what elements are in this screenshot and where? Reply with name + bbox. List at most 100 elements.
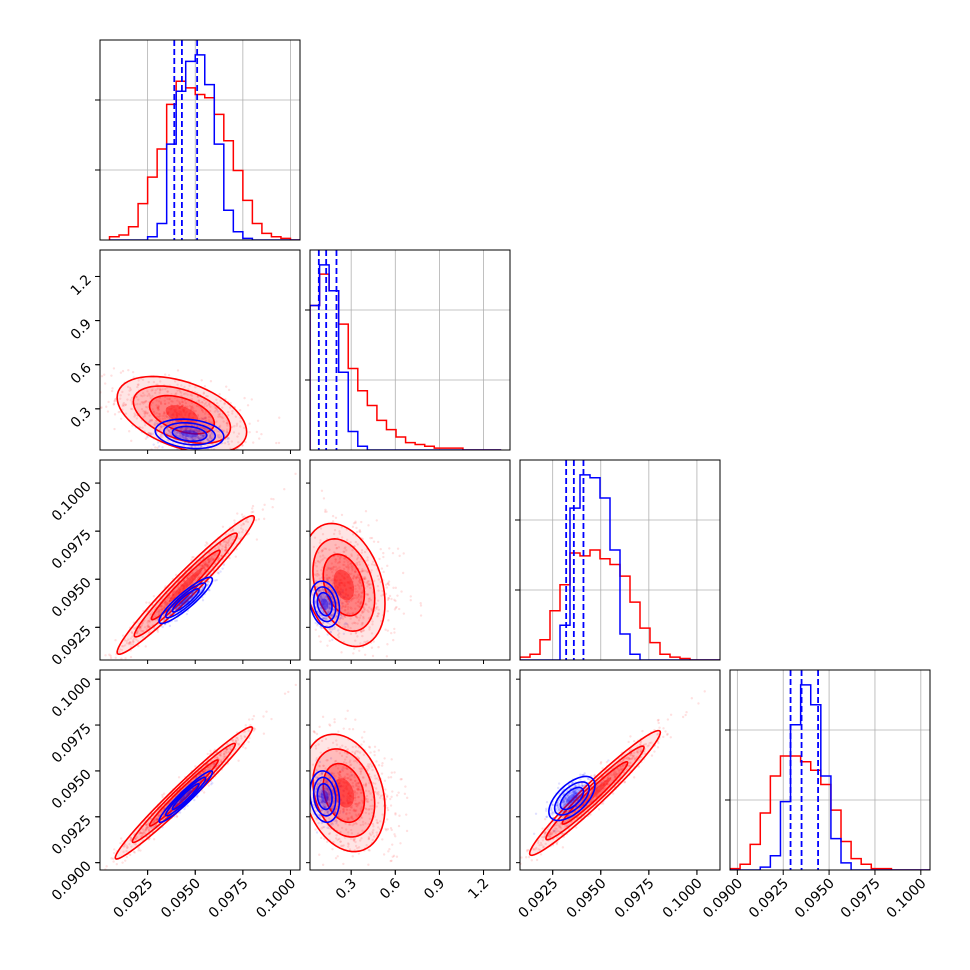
data-point [341, 514, 343, 516]
data-point [258, 437, 260, 439]
data-point [365, 510, 367, 512]
data-point [249, 724, 251, 726]
data-point [130, 656, 132, 658]
data-point [117, 663, 119, 665]
data-point [206, 753, 208, 755]
data-point [390, 758, 392, 760]
data-point [386, 795, 388, 797]
data-point [386, 655, 388, 657]
data-point [295, 684, 297, 686]
data-point [332, 515, 334, 517]
data-point [217, 572, 219, 574]
data-point [352, 728, 354, 730]
data-point [321, 490, 323, 492]
data-point [247, 741, 249, 743]
data-point [387, 828, 389, 830]
data-point [376, 519, 378, 521]
data-point [388, 848, 390, 850]
data-point [397, 791, 399, 793]
data-point [270, 718, 272, 720]
data-point [364, 654, 366, 656]
data-point [272, 498, 274, 500]
data-point [356, 531, 358, 533]
data-point [374, 746, 376, 748]
data-point [113, 428, 115, 430]
data-point [245, 724, 247, 726]
data-point [398, 825, 400, 827]
data-point [389, 798, 391, 800]
data-point [204, 453, 206, 455]
data-point [367, 849, 369, 851]
data-point [101, 664, 103, 666]
data-point [369, 746, 371, 748]
data-point [390, 776, 392, 778]
data-point [394, 600, 396, 602]
data-point [342, 863, 344, 865]
data-point [250, 511, 252, 513]
data-point [183, 808, 185, 810]
data-point [373, 754, 375, 756]
data-point [112, 858, 114, 860]
data-point [161, 446, 163, 448]
data-point [315, 629, 317, 631]
data-point [381, 764, 383, 766]
data-point [337, 855, 339, 857]
data-point [186, 805, 188, 807]
data-point [352, 526, 354, 528]
data-point [353, 648, 355, 650]
data-point [397, 548, 399, 550]
data-point [406, 830, 408, 832]
data-point [328, 876, 330, 878]
data-point [390, 860, 392, 862]
data-point [94, 880, 96, 882]
data-point [396, 855, 398, 857]
data-point [355, 527, 357, 529]
data-point [283, 488, 285, 490]
data-point [406, 797, 408, 799]
data-point [380, 548, 382, 550]
data-point [388, 547, 390, 549]
data-point [106, 873, 108, 875]
data-point [83, 699, 85, 701]
data-point [262, 715, 264, 717]
data-point [383, 853, 385, 855]
data-point [404, 793, 406, 795]
data-point [243, 515, 245, 517]
data-point [209, 750, 211, 752]
data-point [400, 778, 402, 780]
data-point [176, 619, 178, 621]
data-point [373, 751, 375, 753]
data-point [96, 877, 98, 879]
data-point [92, 886, 94, 888]
data-point [391, 790, 393, 792]
data-point [323, 838, 325, 840]
data-point [263, 504, 265, 506]
data-point [403, 552, 405, 554]
data-point [233, 519, 235, 521]
data-point [103, 374, 105, 376]
data-point [335, 517, 337, 519]
joint-panel-1-3 [303, 670, 510, 888]
data-point [392, 552, 394, 554]
data-point [381, 772, 383, 774]
data-point [255, 519, 257, 521]
data-point [251, 718, 253, 720]
data-point [373, 540, 375, 542]
data-point [399, 842, 401, 844]
marginal-panel-3 [725, 670, 932, 870]
data-point [386, 643, 388, 645]
data-point [104, 382, 106, 384]
data-point [377, 541, 379, 543]
data-point [354, 719, 356, 721]
data-point [395, 607, 397, 609]
data-point [325, 511, 327, 513]
data-point [322, 716, 324, 718]
data-point [145, 601, 147, 603]
data-point [337, 730, 339, 732]
data-point [203, 791, 205, 793]
data-point [74, 709, 76, 711]
data-point [114, 639, 116, 641]
data-point [218, 393, 220, 395]
data-point [278, 417, 280, 419]
data-point [390, 598, 392, 600]
